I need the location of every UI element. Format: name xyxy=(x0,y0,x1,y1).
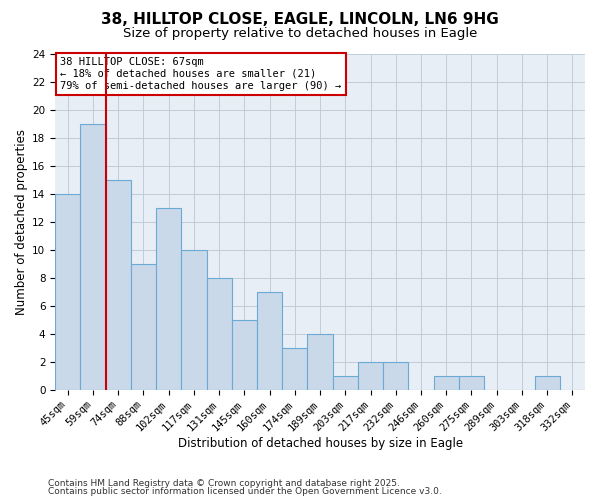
Bar xyxy=(206,278,232,390)
Bar xyxy=(434,376,459,390)
X-axis label: Distribution of detached houses by size in Eagle: Distribution of detached houses by size … xyxy=(178,437,463,450)
Bar xyxy=(332,376,358,390)
Bar xyxy=(106,180,131,390)
Bar xyxy=(55,194,80,390)
Text: 38 HILLTOP CLOSE: 67sqm
← 18% of detached houses are smaller (21)
79% of semi-de: 38 HILLTOP CLOSE: 67sqm ← 18% of detache… xyxy=(61,58,341,90)
Bar xyxy=(459,376,484,390)
Text: Size of property relative to detached houses in Eagle: Size of property relative to detached ho… xyxy=(123,28,477,40)
Bar xyxy=(181,250,206,390)
Text: Contains public sector information licensed under the Open Government Licence v3: Contains public sector information licen… xyxy=(48,487,442,496)
Bar xyxy=(535,376,560,390)
Bar xyxy=(131,264,156,390)
Bar xyxy=(156,208,181,390)
Text: Contains HM Land Registry data © Crown copyright and database right 2025.: Contains HM Land Registry data © Crown c… xyxy=(48,478,400,488)
Bar xyxy=(307,334,332,390)
Y-axis label: Number of detached properties: Number of detached properties xyxy=(15,129,28,315)
Text: 38, HILLTOP CLOSE, EAGLE, LINCOLN, LN6 9HG: 38, HILLTOP CLOSE, EAGLE, LINCOLN, LN6 9… xyxy=(101,12,499,28)
Bar xyxy=(80,124,106,390)
Bar xyxy=(358,362,383,390)
Bar xyxy=(257,292,282,390)
Bar xyxy=(383,362,409,390)
Bar xyxy=(232,320,257,390)
Bar xyxy=(282,348,307,390)
